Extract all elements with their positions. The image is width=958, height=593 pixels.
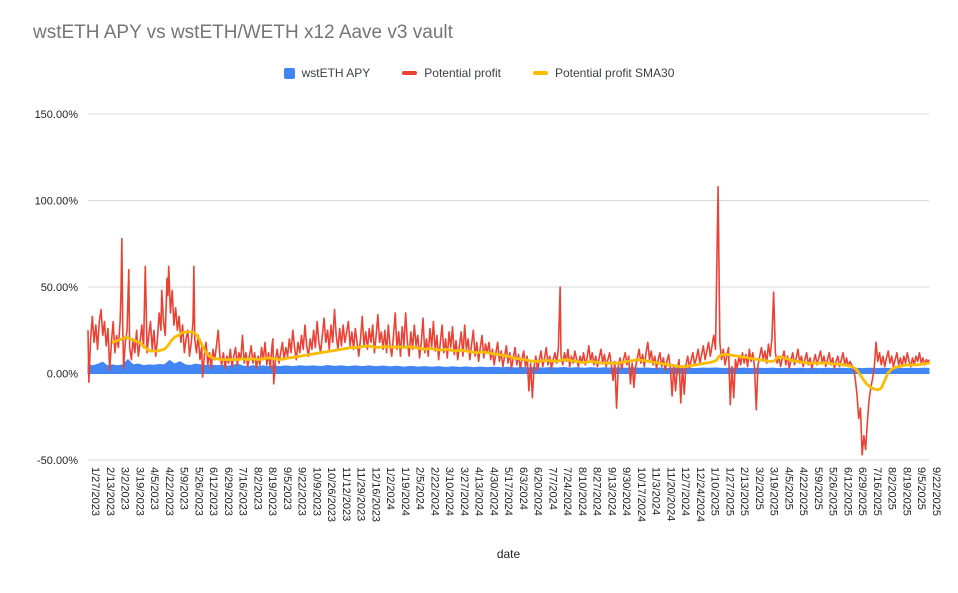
x-axis-tick-label: 3/19/2023 — [133, 467, 145, 516]
x-axis-title: date — [496, 547, 521, 561]
x-axis-tick-label: 4/5/2023 — [148, 467, 160, 510]
x-axis-tick-label: 11/20/2024 — [664, 467, 676, 521]
legend-line-swatch-icon — [402, 71, 418, 75]
legend-item-potential-profit-sma30: Potential profit SMA30 — [533, 66, 674, 80]
apy-bars-series — [87, 358, 930, 374]
x-axis-tick-label: 8/10/2024 — [576, 467, 588, 516]
x-axis-tick-label: 8/19/2025 — [900, 467, 912, 516]
y-axis-tick-label: 50.00% — [41, 282, 79, 294]
legend-label-wsteth-apy: wstETH APY — [301, 66, 371, 80]
x-axis-tick-label: 10/17/2024 — [635, 467, 647, 522]
x-axis-tick-label: 1/2/2024 — [384, 467, 396, 510]
x-axis-tick-label: 12/24/2024 — [694, 467, 706, 522]
x-axis-tick-label: 6/29/2023 — [222, 467, 234, 516]
legend-item-wsteth-apy: wstETH APY — [283, 66, 371, 80]
x-axis-tick-label: 7/24/2024 — [561, 467, 573, 516]
x-axis-tick-label: 5/26/2023 — [192, 467, 204, 516]
x-axis-tick-label: 11/29/2023 — [355, 467, 367, 521]
x-axis-tick-label: 4/13/2024 — [473, 467, 485, 516]
y-axis-tick-label: -50.00% — [37, 455, 78, 467]
x-axis-tick-label: 9/22/2023 — [296, 467, 308, 516]
x-axis-tick-label: 2/13/2023 — [104, 467, 116, 516]
x-axis-tick-label: 4/30/2024 — [487, 467, 499, 516]
x-axis-tick-label: 9/5/2025 — [915, 467, 927, 510]
x-axis-tick-label: 10/26/2023 — [325, 467, 337, 522]
legend: wstETH APY Potential profit Potential pr… — [0, 66, 958, 80]
legend-label-potential-profit-sma30: Potential profit SMA30 — [555, 66, 675, 80]
legend-item-potential-profit: Potential profit — [402, 66, 501, 80]
x-axis-tick-label: 5/9/2023 — [178, 467, 190, 510]
x-axis-tick-label: 12/16/2023 — [369, 467, 381, 522]
x-axis-tick-label: 2/13/2025 — [738, 467, 750, 516]
x-axis-tick-label: 5/9/2025 — [812, 467, 824, 510]
x-axis-tick-label: 7/16/2023 — [237, 467, 249, 516]
x-axis-tick-label: 9/30/2024 — [620, 467, 632, 516]
x-axis-tick-label: 3/10/2024 — [443, 467, 455, 516]
x-axis-tick-label: 1/27/2025 — [723, 467, 735, 516]
x-axis-tick-label: 4/22/2023 — [163, 467, 175, 516]
x-axis-tick-label: 11/3/2024 — [650, 467, 662, 515]
x-axis-tick-label: 7/7/2024 — [546, 467, 558, 510]
sma30-line — [111, 330, 931, 392]
potential-profit-line — [87, 185, 930, 456]
legend-square-swatch-icon — [283, 67, 295, 79]
x-axis-tick-label: 3/2/2025 — [753, 467, 765, 510]
x-axis-tick-label: 6/29/2025 — [856, 467, 868, 516]
x-axis-tick-label: 1/27/2023 — [89, 467, 101, 516]
y-axis-tick-label: 150.00% — [35, 109, 79, 121]
x-axis-tick-label: 4/5/2025 — [782, 467, 794, 510]
x-axis-tick-label: 8/2/2025 — [886, 467, 898, 510]
x-axis-tick-label: 9/22/2025 — [930, 467, 942, 516]
legend-line-swatch-icon — [533, 71, 548, 75]
x-axis-tick-label: 3/19/2025 — [768, 467, 780, 516]
x-axis-tick-label: 6/20/2024 — [532, 467, 544, 516]
x-axis-tick-label: 3/2/2023 — [119, 467, 131, 510]
x-axis-tick-label: 2/5/2024 — [414, 467, 426, 510]
x-axis-tick-label: 1/10/2025 — [709, 467, 721, 516]
chart-title: wstETH APY vs wstETH/WETH x12 Aave v3 va… — [33, 22, 453, 43]
x-axis-tick-label: 9/5/2023 — [281, 467, 293, 510]
x-axis-tick-label: 9/13/2024 — [605, 467, 617, 516]
x-axis-tick-label: 2/22/2024 — [428, 467, 440, 516]
x-axis-tick-label: 5/26/2025 — [827, 467, 839, 516]
x-axis-tick-label: 8/19/2023 — [266, 467, 278, 516]
x-axis-tick-label: 6/3/2024 — [517, 467, 529, 510]
legend-label-potential-profit: Potential profit — [424, 66, 501, 80]
x-axis-tick-label: 11/12/2023 — [340, 467, 352, 521]
x-axis-tick-label: 6/12/2025 — [841, 467, 853, 516]
x-axis-tick-label: 10/9/2023 — [310, 467, 322, 516]
x-axis-tick-label: 5/17/2024 — [502, 467, 514, 516]
x-axis-tick-label: 12/7/2024 — [679, 467, 691, 516]
y-axis-tick-label: 0.00% — [47, 369, 78, 381]
x-axis-tick-label: 6/12/2023 — [207, 467, 219, 516]
y-axis-tick-label: 100.00% — [35, 196, 79, 208]
x-axis-tick-label: 4/22/2025 — [797, 467, 809, 516]
x-axis-tick-label: 8/27/2024 — [591, 467, 603, 516]
x-axis-tick-label: 8/2/2023 — [251, 467, 263, 510]
x-axis-tick-label: 1/19/2024 — [399, 467, 411, 516]
x-axis-tick-label: 7/16/2025 — [871, 467, 883, 516]
x-axis-tick-label: 3/27/2024 — [458, 467, 470, 516]
